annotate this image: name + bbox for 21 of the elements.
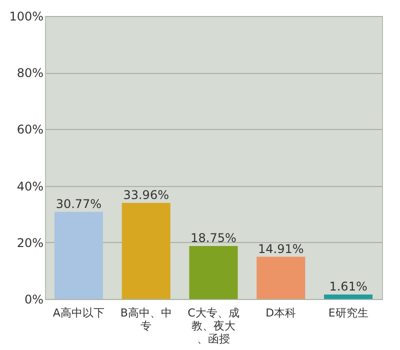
data-label: 1.61% xyxy=(329,279,368,294)
bar xyxy=(122,202,170,299)
x-tick-label: B高中、中专 xyxy=(120,306,172,332)
data-label: 33.96% xyxy=(123,188,169,202)
bar xyxy=(256,256,306,299)
x-tick-label: D本科 xyxy=(266,306,296,320)
bar xyxy=(54,212,103,299)
x-tick-label: A高中以下 xyxy=(52,306,104,320)
y-tick-label: 40% xyxy=(16,179,44,194)
bar xyxy=(189,246,238,299)
data-label: 18.75% xyxy=(190,230,236,245)
bar xyxy=(324,294,373,299)
x-tick-label: C大专、成教、夜大、函授 xyxy=(188,306,240,346)
y-tick-label: 100% xyxy=(9,10,44,24)
y-tick-label: 0% xyxy=(24,292,44,306)
y-tick-label: 60% xyxy=(16,122,44,137)
y-tick-label: 20% xyxy=(16,236,44,250)
y-tick-label: 80% xyxy=(16,66,44,80)
data-label: 30.77% xyxy=(56,196,102,211)
x-tick-label: E研究生 xyxy=(328,306,368,320)
data-label: 14.91% xyxy=(258,242,304,256)
